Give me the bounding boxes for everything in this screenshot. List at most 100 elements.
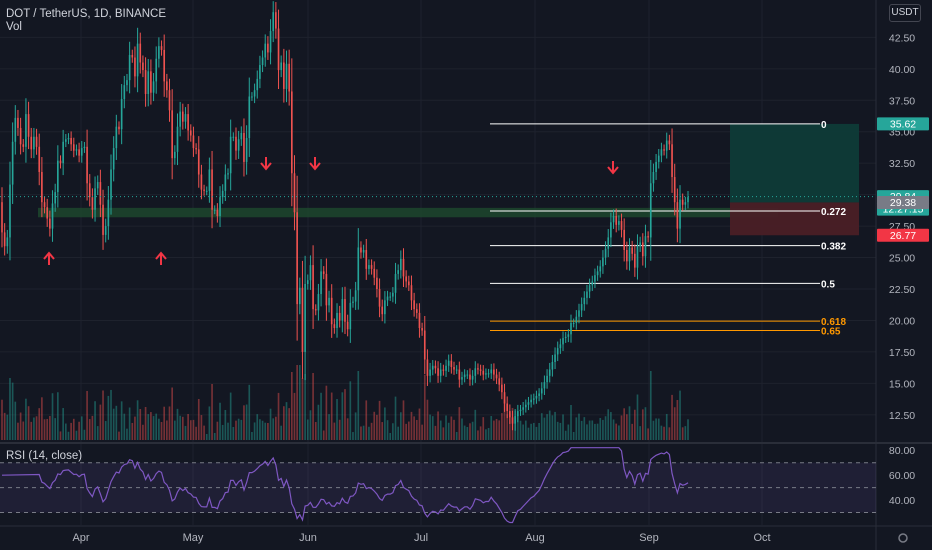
volume-bar <box>78 421 80 440</box>
volume-bar <box>70 422 72 440</box>
volume-bar <box>628 406 631 440</box>
volume-label: Vol <box>6 21 22 33</box>
fib-label: 0.618 <box>821 317 846 328</box>
candle-body <box>687 197 689 203</box>
volume-bar <box>245 404 248 440</box>
price-tick-label: 22.50 <box>889 284 915 296</box>
volume-bar <box>62 408 64 440</box>
volume-bar <box>633 409 636 440</box>
price-tag-label: 29.38 <box>890 197 916 209</box>
candle-body <box>1 202 3 233</box>
candle-body <box>407 281 410 286</box>
time-tick-label: Sep <box>639 532 659 544</box>
candle-body <box>649 183 652 238</box>
volume-bar <box>272 418 275 440</box>
volume-bar <box>283 406 285 440</box>
volume-bar <box>104 421 107 440</box>
candle-body <box>139 43 142 63</box>
buy-arrow-icon <box>155 251 167 265</box>
volume-bar <box>620 415 623 440</box>
candle-body <box>57 160 59 193</box>
candle-body <box>275 12 277 29</box>
volume-bar <box>392 423 394 440</box>
candle-body <box>11 141 14 185</box>
volume-bar <box>352 432 354 440</box>
candle-body <box>49 218 51 229</box>
loss-zone <box>730 202 859 236</box>
volume-bar <box>431 416 434 440</box>
candle-body <box>27 114 30 137</box>
volume-bar <box>219 402 221 440</box>
price-tick-label: 40.00 <box>889 64 915 76</box>
volume-bar <box>346 418 349 440</box>
candle-body <box>134 57 136 77</box>
volume-bar <box>38 408 41 440</box>
candle-body <box>253 90 256 97</box>
volume-bar <box>551 415 554 440</box>
candle-body <box>594 275 596 282</box>
volume-bar <box>341 392 344 440</box>
volume-bar <box>378 400 381 440</box>
price-tick-label: 17.50 <box>889 347 915 359</box>
candle-body <box>434 365 437 369</box>
volume-bar <box>612 419 615 440</box>
candle-body <box>365 250 368 269</box>
rsi-tick-label: 40.00 <box>889 495 915 507</box>
candle-body <box>487 373 490 375</box>
candle-body <box>418 312 421 329</box>
candle-body <box>394 273 397 293</box>
candle-body <box>248 96 251 139</box>
volume-bar <box>530 423 532 440</box>
candle-body <box>30 136 33 150</box>
volume-bar <box>458 407 461 440</box>
volume-bar <box>59 431 62 440</box>
volume-bar <box>150 412 152 440</box>
candle-body <box>556 348 559 355</box>
volume-bar <box>596 423 599 440</box>
volume-bar <box>586 424 588 440</box>
volume-bar <box>482 417 485 440</box>
candle-body <box>376 277 378 290</box>
candle-body <box>179 111 181 127</box>
candle-body <box>232 136 235 138</box>
volume-bar <box>687 419 689 440</box>
candle-body <box>243 132 245 162</box>
volume-bar <box>426 399 429 440</box>
candle-body <box>25 114 27 147</box>
volume-bar <box>575 417 578 440</box>
volume-bar <box>320 392 322 440</box>
candle-body <box>306 280 309 284</box>
rsi-line <box>1 447 689 524</box>
candle-body <box>514 416 516 424</box>
candle-body <box>400 258 402 271</box>
candle-body <box>357 247 360 291</box>
candle-body <box>126 80 128 86</box>
volume-bar <box>450 416 453 440</box>
candle-body <box>216 209 219 217</box>
volume-bar <box>14 401 17 440</box>
candle-body <box>123 85 126 100</box>
candle-body <box>615 216 618 225</box>
volume-bar <box>86 390 88 440</box>
candle-body <box>586 291 588 298</box>
volume-bar <box>338 419 341 440</box>
volume-bar <box>99 404 102 440</box>
volume-bar <box>336 399 338 440</box>
volume-bar <box>17 422 19 440</box>
candle-body <box>591 281 594 286</box>
candle-body <box>22 144 25 147</box>
volume-bar <box>1 399 3 440</box>
volume-bar <box>147 414 150 440</box>
volume-bar <box>370 422 373 440</box>
volume-bar <box>189 420 192 440</box>
candle-body <box>660 149 663 156</box>
volume-bar <box>136 400 139 440</box>
currency-button[interactable]: USDT <box>889 4 921 22</box>
volume-bar <box>224 409 227 440</box>
volume-bar <box>618 425 620 440</box>
settings-icon[interactable] <box>898 533 908 543</box>
price-tag <box>877 117 929 131</box>
candle-body <box>445 365 447 371</box>
